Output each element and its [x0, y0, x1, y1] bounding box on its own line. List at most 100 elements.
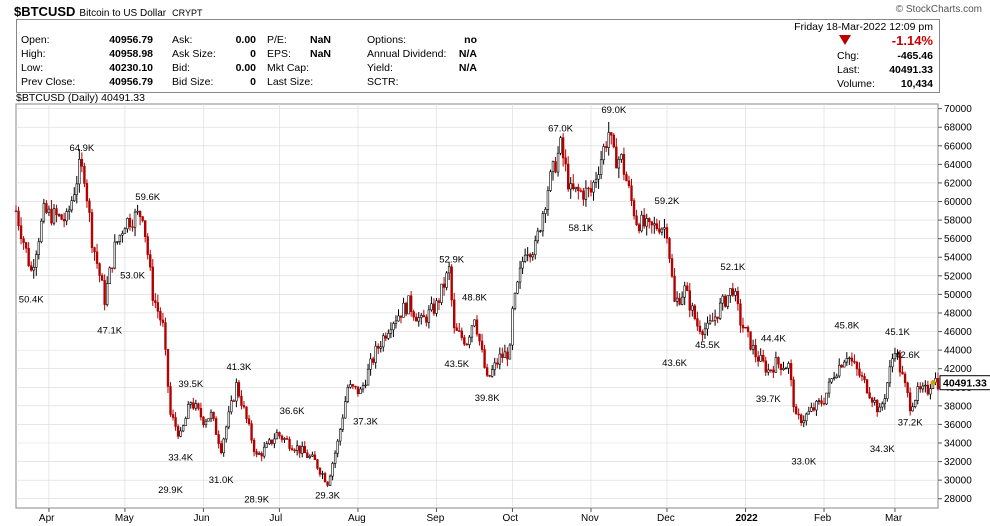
candle-up — [660, 228, 664, 233]
x-tick-label: Aug — [348, 513, 366, 524]
extreme-annotation: 44.4K — [761, 333, 786, 344]
candle-up — [257, 453, 261, 455]
extreme-annotation: 42.6K — [895, 350, 920, 361]
candle-down — [214, 418, 218, 435]
candle-up — [830, 378, 833, 383]
quote-label: Last: — [837, 64, 860, 76]
x-tick-label: Dec — [657, 513, 675, 524]
candle-up — [539, 230, 542, 232]
candle-up — [881, 403, 884, 408]
candle-down — [800, 414, 803, 424]
quote-label: P/E: — [267, 34, 287, 46]
candle-up — [184, 418, 187, 426]
candle-up — [333, 452, 337, 464]
candle-up — [653, 223, 656, 226]
candle-down — [240, 395, 243, 406]
candle-up — [230, 400, 233, 413]
candle-down — [903, 373, 907, 384]
candle-up — [126, 217, 129, 230]
candle-up — [389, 329, 393, 334]
quote-label: Ask Size: — [172, 48, 216, 60]
candle-up — [511, 308, 514, 346]
candle-up — [445, 272, 448, 288]
candle-up — [620, 154, 623, 160]
candle-down — [174, 417, 177, 427]
candle-down — [822, 403, 826, 405]
candle-up — [179, 430, 182, 437]
candle-up — [536, 230, 539, 242]
candle-down — [501, 353, 504, 358]
candle-down — [131, 226, 134, 228]
mid3-quotes: Options: no Annual Dividend: N/A Yield: … — [367, 34, 487, 90]
candle-down — [298, 445, 301, 454]
quote-label: Last Size: — [267, 76, 314, 88]
candle-down — [642, 214, 646, 227]
candle-down — [217, 434, 220, 444]
candle-up — [544, 209, 547, 214]
y-tick-label: 28000 — [944, 494, 972, 505]
y-tick-label: 38000 — [944, 401, 972, 412]
candle-up — [136, 210, 139, 213]
candle-down — [111, 267, 114, 269]
candle-down — [496, 362, 499, 365]
candle-down — [625, 174, 628, 182]
candle-up — [835, 375, 838, 378]
candle-down — [855, 362, 859, 370]
candle-up — [435, 300, 438, 314]
candle-up — [569, 183, 572, 190]
last-price-tag: 40491.33 — [943, 378, 987, 390]
quote-label: Volume: — [837, 78, 875, 90]
candle-up — [784, 367, 788, 370]
candle-down — [171, 414, 175, 418]
candle-down — [166, 349, 170, 387]
y-tick-label: 56000 — [944, 234, 972, 245]
candle-down — [242, 405, 246, 408]
candle-up — [893, 353, 897, 360]
quote-value: NaN — [309, 34, 331, 46]
candle-up — [235, 382, 238, 402]
candle-down — [141, 216, 144, 221]
extreme-annotation: 45.8K — [834, 320, 859, 331]
candle-down — [554, 161, 557, 173]
candle-down — [354, 385, 357, 388]
candle-down — [936, 378, 940, 390]
candle-up — [295, 445, 299, 451]
quote-box: Open: 40956.79 High: 40958.98 Low: 40230… — [16, 19, 940, 93]
candle-down — [789, 363, 793, 381]
quote-label: High: — [21, 48, 46, 60]
quote-datetime: Friday 18-Mar-2022 12:09 pm — [794, 21, 933, 33]
candle-up — [37, 241, 40, 255]
candle-down — [564, 157, 567, 165]
extreme-annotation: 36.6K — [280, 406, 305, 417]
candle-down — [83, 165, 86, 184]
candle-down — [45, 203, 48, 213]
candle-down — [587, 187, 590, 190]
y-tick-label: 58000 — [944, 216, 972, 227]
candle-down — [313, 454, 317, 460]
quote-value: 40491.33 — [889, 64, 933, 76]
candle-up — [886, 382, 889, 399]
candle-up — [706, 322, 709, 330]
candle-down — [50, 208, 53, 224]
candle-up — [328, 475, 332, 486]
extreme-annotation: 34.3K — [870, 444, 895, 455]
candle-down — [483, 349, 486, 368]
candle-up — [645, 218, 648, 227]
candle-up — [574, 186, 577, 190]
candle-up — [675, 297, 679, 302]
candle-down — [769, 369, 773, 371]
candle-up — [751, 345, 755, 350]
symbol-name: Bitcoin to US Dollar — [79, 8, 167, 19]
candle-down — [143, 220, 147, 237]
candle-down — [736, 291, 740, 305]
candle-up — [848, 357, 851, 360]
candle-down — [14, 210, 18, 212]
quote-value: no — [464, 34, 477, 46]
y-tick-label: 64000 — [944, 160, 972, 171]
candle-up — [810, 407, 813, 412]
candle-up — [301, 445, 304, 454]
candle-down — [850, 357, 854, 362]
extreme-annotation: 47.1K — [97, 325, 122, 336]
extreme-annotation: 58.1K — [568, 223, 593, 234]
quote-label: Yield: — [367, 62, 393, 74]
